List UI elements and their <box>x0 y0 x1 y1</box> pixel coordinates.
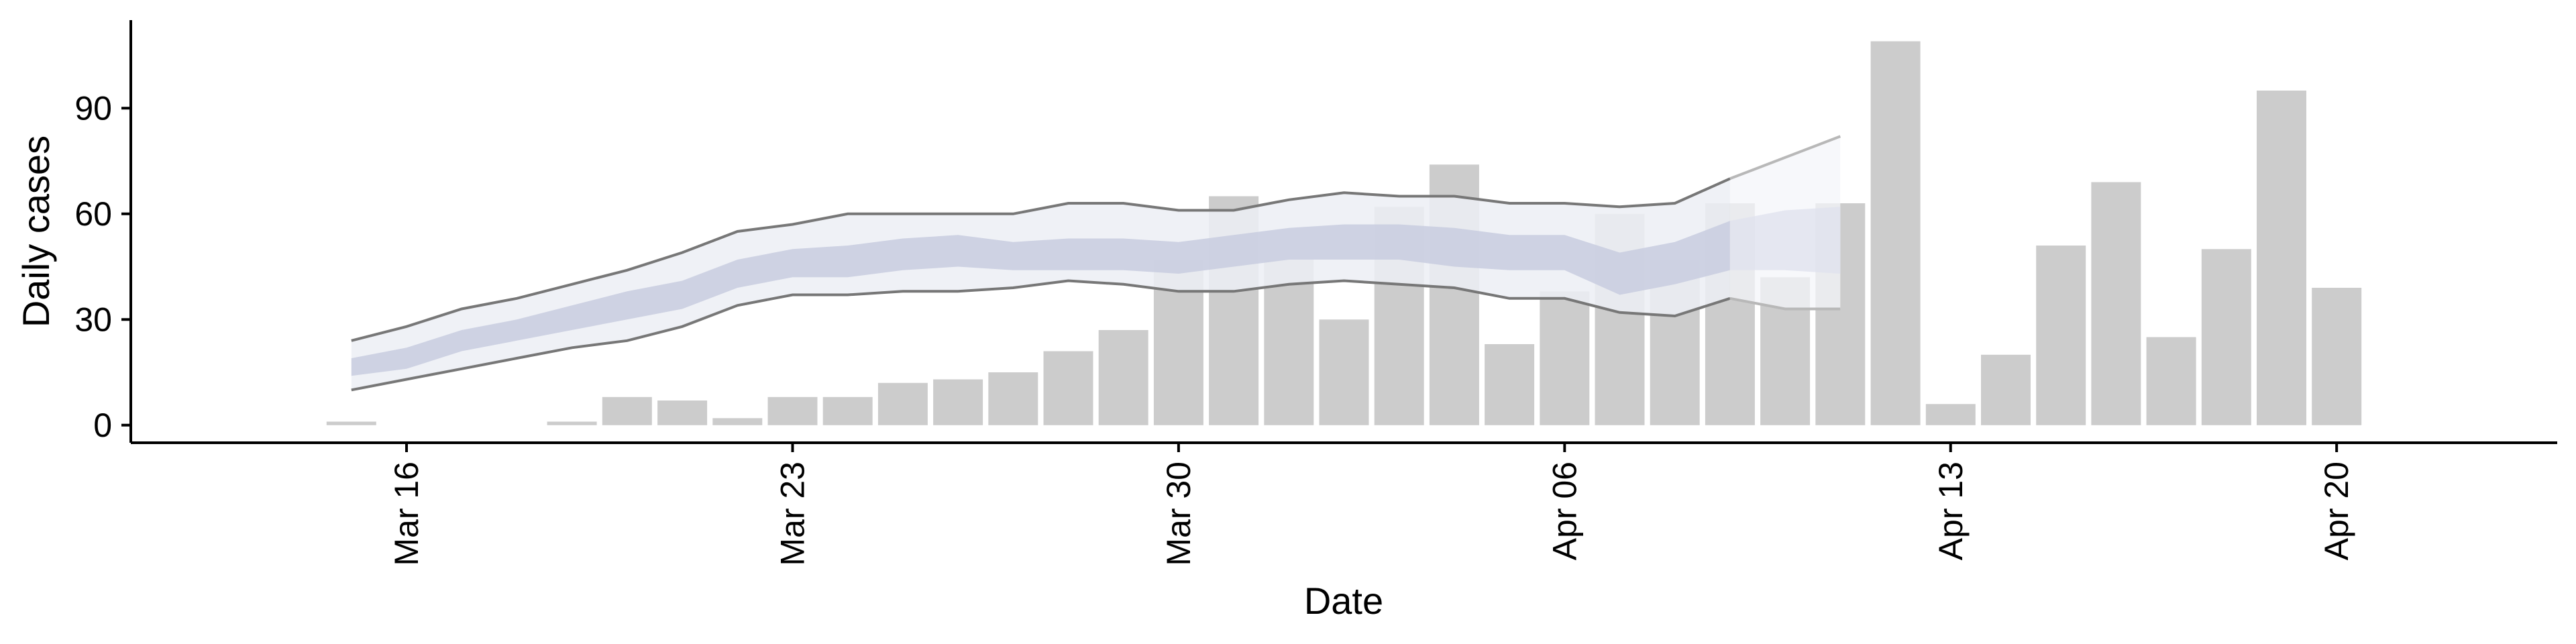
bar <box>602 396 652 425</box>
bar <box>2312 288 2362 425</box>
y-tick-label: 0 <box>93 407 112 444</box>
y-tick-label: 90 <box>74 89 112 127</box>
bar <box>767 396 818 425</box>
bar <box>1319 319 1369 425</box>
axes-layer <box>129 20 2557 444</box>
bar <box>2146 337 2196 425</box>
bar <box>2201 249 2251 425</box>
bar <box>1098 330 1148 425</box>
forecast-upper-line <box>1729 135 1841 180</box>
bar <box>988 372 1038 425</box>
bar <box>1043 351 1093 425</box>
x-tick-label: Mar 16 <box>388 462 425 566</box>
bar <box>2091 182 2141 425</box>
bar <box>1485 344 1535 425</box>
bar <box>712 418 763 425</box>
bar <box>877 382 928 425</box>
inner-interval-band <box>351 221 1730 376</box>
upper-bound-line <box>351 177 1731 342</box>
forecast-lower-line <box>1729 297 1841 311</box>
x-tick-label: Apr 20 <box>2318 462 2355 560</box>
y-axis-label: Daily cases <box>15 136 57 327</box>
bar <box>822 396 873 425</box>
y-tick-label: 60 <box>74 195 112 233</box>
bar <box>547 421 597 425</box>
ticks-layer: 0 30 60 90 Mar 16 Mar 23 Mar 30 Apr 06 Apr 13 Apr… <box>74 89 2355 566</box>
bar <box>1870 41 1921 425</box>
forecast-inner-band <box>1729 207 1841 274</box>
y-tick-label: 30 <box>74 301 112 338</box>
x-tick-label: Apr 06 <box>1546 462 1583 560</box>
bar <box>1981 354 2031 425</box>
bar <box>1540 291 1590 425</box>
bar <box>1925 404 1976 425</box>
x-tick-label: Mar 30 <box>1160 462 1197 566</box>
bar <box>933 379 983 425</box>
bar <box>2036 246 2086 425</box>
x-tick-label: Mar 23 <box>774 462 812 566</box>
uncertainty-band-layer <box>351 135 1841 392</box>
bar <box>2257 91 2306 425</box>
lower-bound-line <box>351 279 1731 392</box>
bar <box>657 400 708 425</box>
bar <box>326 421 376 425</box>
x-tick-label: Apr 13 <box>1932 462 1970 560</box>
x-axis-label: Date <box>1304 580 1383 622</box>
